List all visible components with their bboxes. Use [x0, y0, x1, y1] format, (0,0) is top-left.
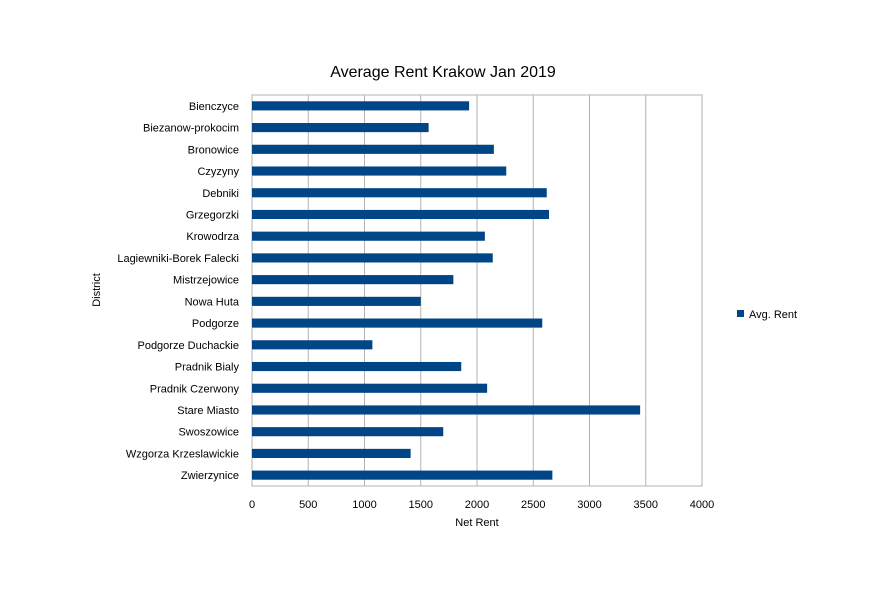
x-tick-label: 3000	[577, 499, 601, 511]
y-tick-label: Krowodrza	[186, 231, 239, 243]
x-tick-labels: 0 500 1000 1500 2000 2500 3000 3500 4000	[249, 499, 714, 511]
y-tick-label: Bronowice	[188, 144, 239, 156]
y-tick-label: Lagiewniki-Borek Falecki	[117, 253, 239, 265]
x-tick-label: 500	[299, 499, 317, 511]
bar	[252, 405, 641, 415]
y-tick-label: Podgorze	[192, 318, 239, 330]
y-tick-label: Grzegorzki	[186, 209, 239, 221]
bar	[252, 188, 547, 198]
bar	[252, 231, 485, 241]
legend-swatch	[737, 310, 744, 317]
y-tick-label: Pradnik Czerwony	[150, 383, 240, 395]
y-tick-label: Stare Miasto	[177, 405, 239, 417]
chart-title: Average Rent Krakow Jan 2019	[330, 64, 556, 81]
bar	[252, 383, 488, 393]
bar	[252, 296, 421, 306]
y-tick-label: Nowa Huta	[185, 296, 240, 308]
x-tick-label: 2000	[465, 499, 489, 511]
y-tick-label: Biezanow-prokocim	[143, 123, 239, 135]
x-tick-label: 1500	[409, 499, 433, 511]
bar	[252, 340, 373, 350]
y-tick-label: Wzgorza Krzeslawickie	[126, 448, 239, 460]
bar	[252, 209, 549, 220]
x-tick-label: 2500	[521, 499, 545, 511]
bar	[252, 448, 411, 458]
legend: Avg. Rent	[737, 309, 797, 321]
plot-border	[251, 94, 703, 487]
bar	[252, 166, 507, 176]
y-tick-label: Mistrzejowice	[173, 275, 239, 287]
bar	[252, 361, 462, 372]
bar	[252, 123, 429, 133]
y-tick-label: Debniki	[202, 188, 239, 200]
x-tick-label: 4000	[690, 499, 714, 511]
y-tick-labels: Bienczyce Biezanow-prokocim Bronowice Czyzy…	[117, 101, 240, 482]
y-tick-label: Czyzyny	[197, 166, 239, 178]
bar	[252, 427, 444, 437]
bar	[252, 318, 543, 328]
y-tick-label: Zwierzynice	[181, 470, 239, 482]
y-tick-label: Swoszowice	[178, 427, 239, 439]
bar	[252, 144, 494, 154]
x-tick-label: 3500	[634, 499, 658, 511]
bar	[252, 253, 493, 263]
y-tick-label: Podgorze Duchackie	[137, 340, 239, 352]
x-tick-label: 0	[249, 499, 255, 511]
y-axis-title: District	[91, 273, 103, 307]
y-tick-label: Bienczyce	[189, 101, 239, 113]
bar	[252, 101, 470, 111]
y-tick-label: Pradnik Bialy	[175, 362, 240, 374]
legend-label: Avg. Rent	[749, 309, 797, 321]
bars-layer	[252, 101, 641, 480]
grid-layer	[307, 95, 647, 486]
bar	[252, 470, 553, 480]
x-tick-label: 1000	[352, 499, 376, 511]
bar	[252, 275, 454, 285]
x-axis-title: Net Rent	[455, 517, 498, 529]
